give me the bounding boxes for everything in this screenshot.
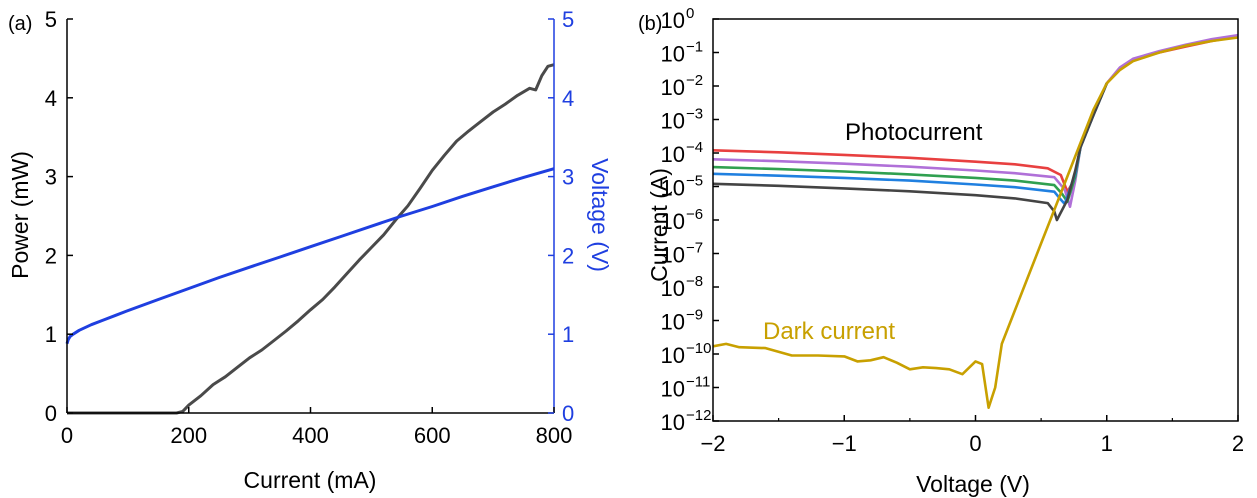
panel-b-series-line-6 (712, 36, 1239, 409)
panel-b-label: (b) (638, 13, 662, 35)
panel-b-x-tick-label: 1 (1101, 431, 1113, 456)
panel-b-y-tick-exponent: −3 (686, 106, 703, 123)
panel-a-y-tick-label: 1 (45, 322, 57, 347)
panel-a-x-tick-label: 0 (61, 423, 73, 448)
panel-a-y-tick-label: 5 (45, 7, 57, 32)
panel-b-y-tick-label: 10 (661, 209, 685, 234)
panel-b-series-line-5 (712, 82, 1108, 222)
panel-b-y-tick-exponent: −12 (686, 407, 711, 424)
panel-a-y2-tick-label: 1 (562, 322, 574, 347)
panel-b-y-tick-exponent: −9 (686, 307, 703, 324)
panel-b-y-tick-exponent: −8 (686, 273, 703, 290)
panel-b-y-tick-label: 10 (661, 243, 685, 268)
panel-b-x-tick-label: 2 (1232, 431, 1244, 456)
panel-b-y-tick-exponent: −11 (686, 374, 710, 391)
voltage-series-line (65, 167, 555, 345)
panel-b-x-axis-label: Voltage (V) (916, 471, 1030, 497)
panel-a-y-tick-label: 3 (45, 165, 57, 190)
panel-b-y-tick-label: 10 (661, 176, 685, 201)
panel-b-plot-area (712, 18, 1239, 422)
power-series-line (67, 63, 555, 415)
panel-b-x-tick-label: −2 (700, 431, 725, 456)
panel-b-y-tick-label: 10 (661, 42, 685, 67)
panel-a-label: (a) (8, 13, 32, 35)
panel-b-y-tick-exponent: −5 (686, 173, 703, 190)
panel-a-y2-tick-label: 4 (562, 86, 574, 111)
panel-a-x-tick-label: 400 (292, 423, 329, 448)
dark-current-annotation: Dark current (763, 318, 895, 345)
panel-b-y-tick-label: 10 (661, 142, 685, 167)
panel-a-x-tick-label: 800 (536, 423, 573, 448)
panel-b-y-tick-label: 10 (661, 75, 685, 100)
panel-b-y-tick-label: 10 (661, 377, 685, 402)
panel-a-y-axis-label: Power (mW) (7, 151, 33, 279)
panel-b-y-tick-exponent: −6 (686, 206, 703, 223)
panel-a-y2-axis-label: Voltage (V) (587, 158, 613, 272)
panel-a-y2-tick-label: 0 (562, 401, 574, 426)
panel-b-y-tick-exponent: −2 (686, 72, 703, 89)
panel-b-y-tick-label: 10 (661, 109, 685, 134)
panel-a-x-tick-label: 200 (170, 423, 207, 448)
panel-a-y-tick-label: 2 (45, 243, 57, 268)
photocurrent-annotation: Photocurrent (845, 119, 983, 146)
panel-b-y-tick-label: 10 (661, 343, 685, 368)
panel-b-x-tick-label: −1 (832, 431, 857, 456)
panel-b-y-tick-label: 10 (661, 8, 685, 33)
panel-a-x-axis-label: Current (mA) (244, 467, 377, 493)
panel-b-x-tick-label: 0 (969, 431, 981, 456)
panel-b-y-tick-exponent: −7 (686, 240, 703, 257)
panel-a-y-tick-label: 4 (45, 86, 57, 111)
panel-b-y-tick-exponent: 0 (686, 5, 694, 22)
panel-b-y-axis-label: Current (A) (646, 168, 672, 282)
panel-b-y-tick-label: 10 (661, 410, 685, 435)
panel-b-y-tick-exponent: −4 (686, 139, 703, 156)
panel-b-y-tick-exponent: −1 (686, 39, 703, 56)
panel-b-y-tick-label: 10 (661, 310, 685, 335)
panel-a-y2-tick-label: 3 (562, 165, 574, 190)
panel-a-x-tick-label: 600 (414, 423, 451, 448)
panel-b-y-tick-exponent: −10 (686, 340, 711, 357)
panel-a-y2-tick-label: 2 (562, 243, 574, 268)
panel-b-y-tick-label: 10 (661, 276, 685, 301)
panel-a-y-tick-label: 0 (45, 401, 57, 426)
panel-a-y2-tick-label: 5 (562, 7, 574, 32)
panel-a-plot-area (65, 19, 555, 415)
